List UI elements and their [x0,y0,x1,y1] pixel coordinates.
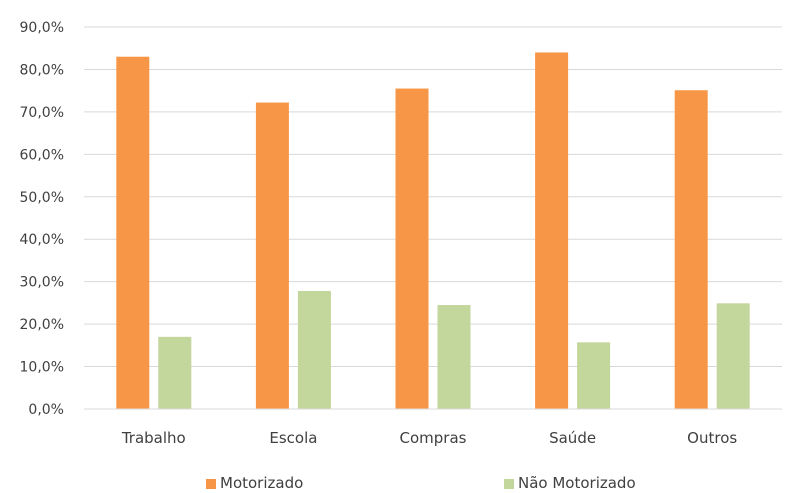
legend-label: Não Motorizado [518,474,636,492]
x-axis-category-labels: Trabalho Escola Compras Saúde Outros [121,429,738,447]
bar-motorizado-4 [674,90,708,410]
y-tick-label: 20,0% [20,317,64,333]
legend-swatch [206,479,216,489]
x-category-label: Compras [400,429,467,447]
x-category-label: Trabalho [121,429,186,447]
x-category-label: Saúde [549,429,596,447]
legend: Motorizado Não Motorizado [206,474,636,492]
bars [116,52,750,410]
y-tick-label: 60,0% [20,147,64,163]
bar-nao-motorizado-2 [437,305,471,409]
bar-motorizado-2 [395,88,429,410]
x-category-label: Escola [269,429,317,447]
y-tick-label: 30,0% [20,275,64,291]
y-tick-label: 10,0% [20,360,64,376]
y-tick-label: 70,0% [20,105,64,121]
bar-nao-motorizado-0 [158,336,192,409]
bar-nao-motorizado-3 [577,342,611,409]
gridlines [84,26,782,368]
y-axis-tick-labels: 0,0% 10,0% 20,0% 30,0% 40,0% 50,0% 60,0% 70,0% 8… [20,20,64,418]
x-category-label: Outros [687,429,737,447]
bar-nao-motorizado-4 [716,303,750,409]
bar-motorizado-3 [535,52,569,409]
bar-motorizado-1 [255,102,289,409]
y-tick-label: 90,0% [20,20,64,36]
legend-label: Motorizado [220,474,303,492]
bar-nao-motorizado-1 [297,291,331,409]
legend-swatch [504,479,514,489]
y-tick-label: 0,0% [28,402,64,418]
y-tick-label: 40,0% [20,232,64,248]
y-tick-label: 50,0% [20,190,64,206]
bar-motorizado-0 [116,56,150,409]
y-tick-label: 80,0% [20,62,64,78]
